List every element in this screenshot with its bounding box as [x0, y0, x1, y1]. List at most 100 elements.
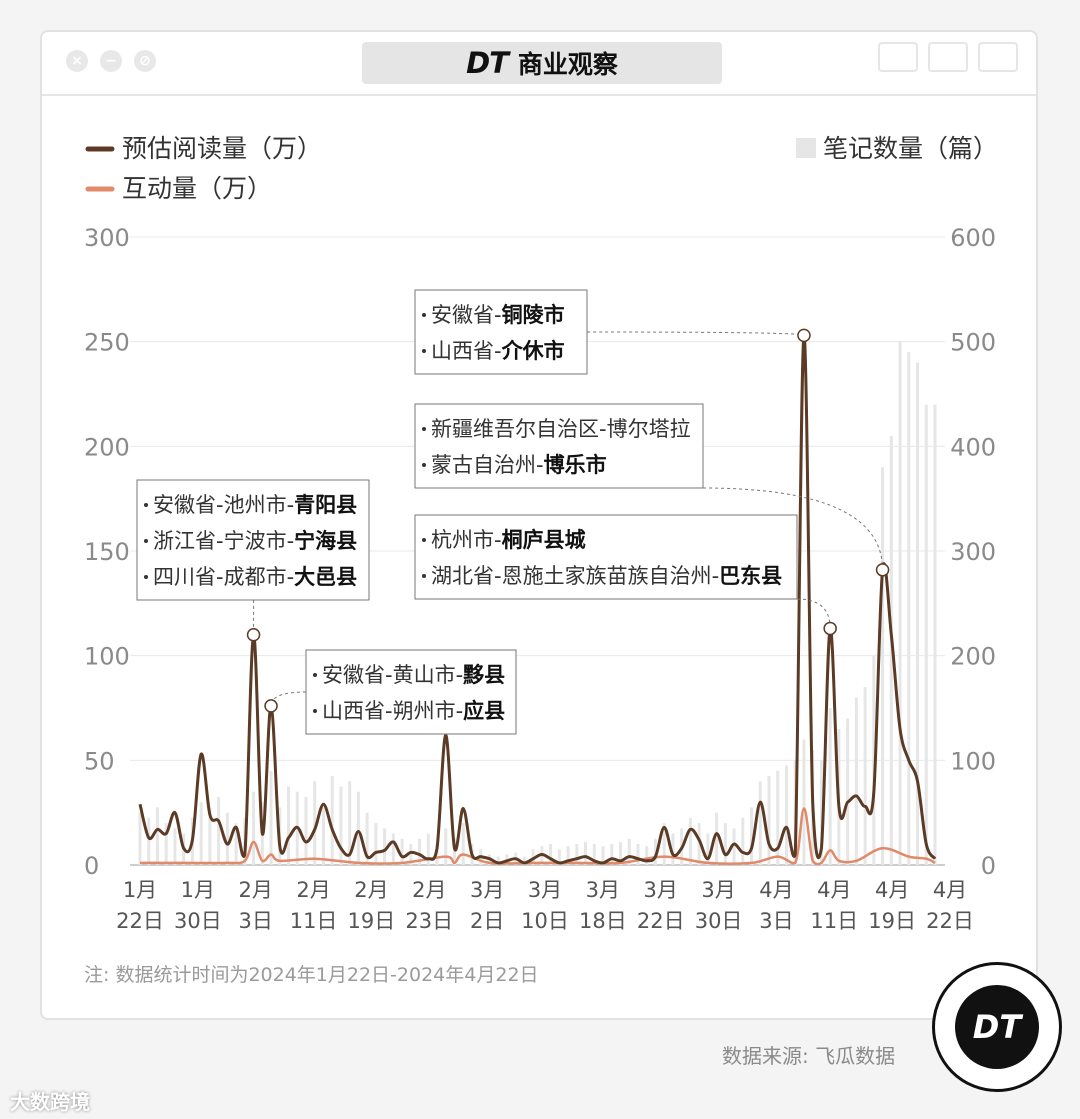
note-count-bar [252, 791, 256, 865]
x-tick-day: 18日 [579, 909, 627, 933]
annotation-line: 湖北省-恩施土家族苗族自治州-巴东县 [431, 564, 782, 588]
note-count-bar [610, 844, 614, 865]
note-count-bar [592, 844, 596, 865]
annotation-box [305, 649, 517, 735]
x-tick-month: 2月 [239, 878, 273, 902]
dt-badge-logo: DT [955, 985, 1039, 1069]
note-count-bar [697, 823, 701, 865]
note-count-bar [217, 796, 221, 865]
minimize-icon[interactable]: − [100, 50, 122, 72]
note-count-bar [234, 823, 238, 865]
x-tick-month: 2月 [296, 878, 330, 902]
note-count-bar [418, 838, 422, 865]
annotation-bullet [422, 538, 426, 542]
note-count-bar [575, 844, 579, 865]
note-count-bar [391, 833, 395, 865]
note-count-bar [889, 435, 893, 865]
note-count-bar [627, 838, 631, 865]
note-count-bar [636, 844, 640, 865]
x-tick-day: 23日 [405, 909, 453, 933]
annotation-box [414, 514, 798, 600]
record-icon[interactable] [878, 42, 918, 72]
left-tick-label: 300 [84, 224, 130, 252]
note-count-bar [653, 838, 657, 865]
left-tick-label: 200 [84, 433, 130, 461]
x-tick-day: 3日 [759, 909, 793, 933]
note-count-bar [750, 807, 754, 865]
note-count-bar [155, 807, 159, 865]
note-count-bar [199, 802, 203, 865]
note-count-bar [426, 833, 430, 865]
note-count-bar [784, 765, 788, 865]
window-title-text: 商业观察 [517, 50, 618, 79]
x-tick-day: 22日 [926, 909, 974, 933]
note-count-bar [645, 846, 649, 865]
note-count-bar [688, 817, 692, 865]
annotation-bullet [144, 539, 148, 543]
annotation-bullet [313, 709, 317, 713]
note-count-bar [147, 817, 151, 865]
annotation-line: 安徽省-黄山市-黟县 [322, 663, 505, 687]
note-count-bar [383, 828, 387, 865]
note-count-bar [374, 823, 378, 865]
x-tick-day: 30日 [174, 909, 222, 933]
note-count-bar [584, 841, 588, 865]
annotation-marker [797, 328, 811, 343]
note-count-bar [365, 812, 369, 865]
x-tick-month: 2月 [354, 878, 388, 902]
note-count-bar [872, 655, 876, 865]
right-tick-label: 0 [981, 852, 996, 880]
x-tick-day: 22日 [637, 909, 685, 933]
left-tick-label: 100 [84, 643, 130, 671]
x-tick-month: 3月 [528, 878, 562, 902]
note-count-bar [549, 844, 553, 865]
x-tick-month: 3月 [586, 878, 620, 902]
note-count-bar [933, 404, 937, 865]
legend-swatch [796, 138, 816, 158]
dt-badge: DT [932, 962, 1062, 1092]
note-count-bar [706, 833, 710, 865]
right-tick-label: 600 [950, 224, 996, 252]
x-tick-day: 2日 [470, 909, 504, 933]
annotation-leader [796, 598, 831, 629]
copy-icon[interactable] [978, 42, 1018, 72]
dt-logo: DT [466, 46, 509, 80]
note-count-bar [916, 362, 920, 865]
x-tick-month: 3月 [644, 878, 678, 902]
annotation-bullet [422, 313, 426, 317]
x-tick-day: 11日 [810, 909, 858, 933]
right-tick-label: 100 [950, 747, 996, 775]
note-count-bar [802, 739, 806, 865]
note-count-bar [819, 760, 823, 865]
note-count-bar [225, 812, 229, 865]
annotation-line: 山西省-朔州市-应县 [322, 699, 505, 723]
note-count-bar [898, 341, 902, 866]
close-icon[interactable]: × [66, 50, 88, 72]
left-tick-label: 50 [84, 747, 115, 775]
annotation-line: 四川省-成都市-大邑县 [153, 565, 357, 589]
annotation-marker [875, 563, 890, 577]
x-tick-month: 4月 [817, 878, 851, 902]
annotation-line: 新疆维吾尔自治区-博尔塔拉 [431, 417, 691, 441]
annotation-box [414, 289, 588, 375]
annotation-bullet [422, 427, 426, 431]
note-count-bar [566, 846, 570, 865]
x-tick-month: 3月 [470, 878, 504, 902]
window-title: DT 商业观察 [362, 42, 722, 84]
note-count-bar [601, 846, 605, 865]
series-line [138, 333, 937, 865]
share-icon[interactable] [928, 42, 968, 72]
annotation-bullet [144, 575, 148, 579]
note-count-bar [339, 786, 343, 865]
annotation-bullet [144, 503, 148, 507]
annotations: 安徽省-池州市-青阳县浙江省-宁波市-宁海县四川省-成都市-大邑县安徽省-黄山市… [136, 289, 890, 735]
annotation-bullet [422, 574, 426, 578]
block-icon[interactable]: ⊘ [134, 50, 156, 72]
note-count-bar [496, 856, 500, 865]
x-tick-day: 19日 [348, 909, 396, 933]
note-count-bar [409, 844, 413, 865]
legend: 预估阅读量（万） 互动量（万） 笔记数量（篇） [85, 134, 998, 203]
series-line [140, 807, 936, 866]
note-count-bar [461, 823, 465, 865]
